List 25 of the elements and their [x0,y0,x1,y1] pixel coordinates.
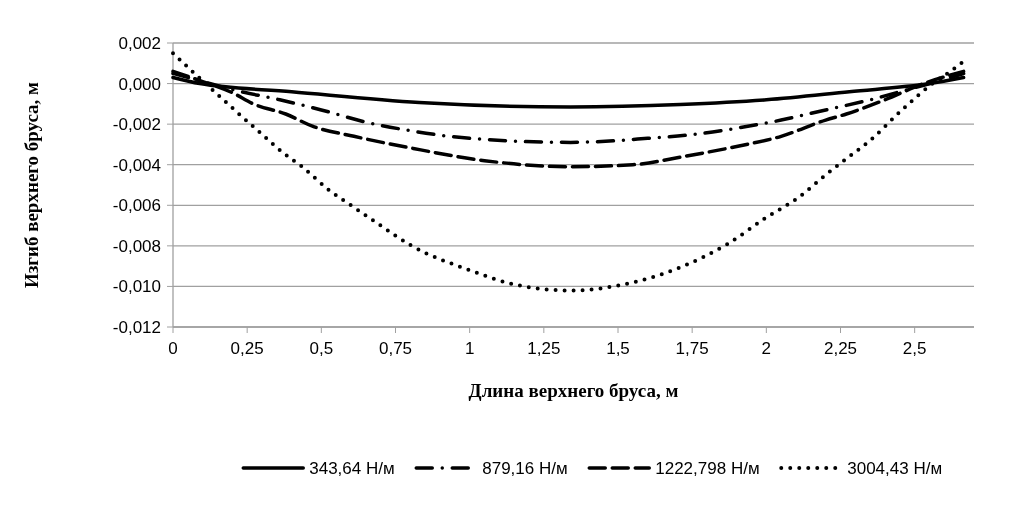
x-axis-title: Длина верхнего бруса, м [468,380,679,401]
legend-label: 343,64 Н/м [309,458,395,478]
x-tick-label: 1,25 [527,339,561,358]
y-tick-label: -0,012 [112,317,161,337]
y-tick-label: -0,006 [112,196,161,216]
x-tick-label: 0,75 [378,339,413,358]
legend-label: 1222,798 Н/м [655,458,760,478]
x-tick-label: 2 [761,339,772,358]
x-tick-label: 1 [464,339,475,358]
legend-label: 879,16 Н/м [482,458,568,478]
y-tick-label: 0,000 [118,74,161,94]
y-tick-label: -0,002 [112,115,161,135]
x-tick-label: 0,5 [309,339,334,358]
x-tick-label: 2,25 [823,339,858,358]
y-tick-label: -0,008 [112,236,161,256]
y-tick-label: -0,004 [112,155,161,175]
x-tick-label: 2,5 [902,339,927,358]
legend-label: 3004,43 Н/м [847,458,943,478]
x-tick-label: 1,5 [606,339,630,358]
y-tick-label: -0,010 [112,277,161,297]
x-tick-label: 0 [168,339,178,358]
y-axis-title: Изгиб верхнего бруса, м [21,81,42,289]
x-tick-label: 1,75 [675,339,709,358]
y-tick-label: 0,002 [118,33,161,53]
x-tick-label: 0,25 [230,339,264,358]
